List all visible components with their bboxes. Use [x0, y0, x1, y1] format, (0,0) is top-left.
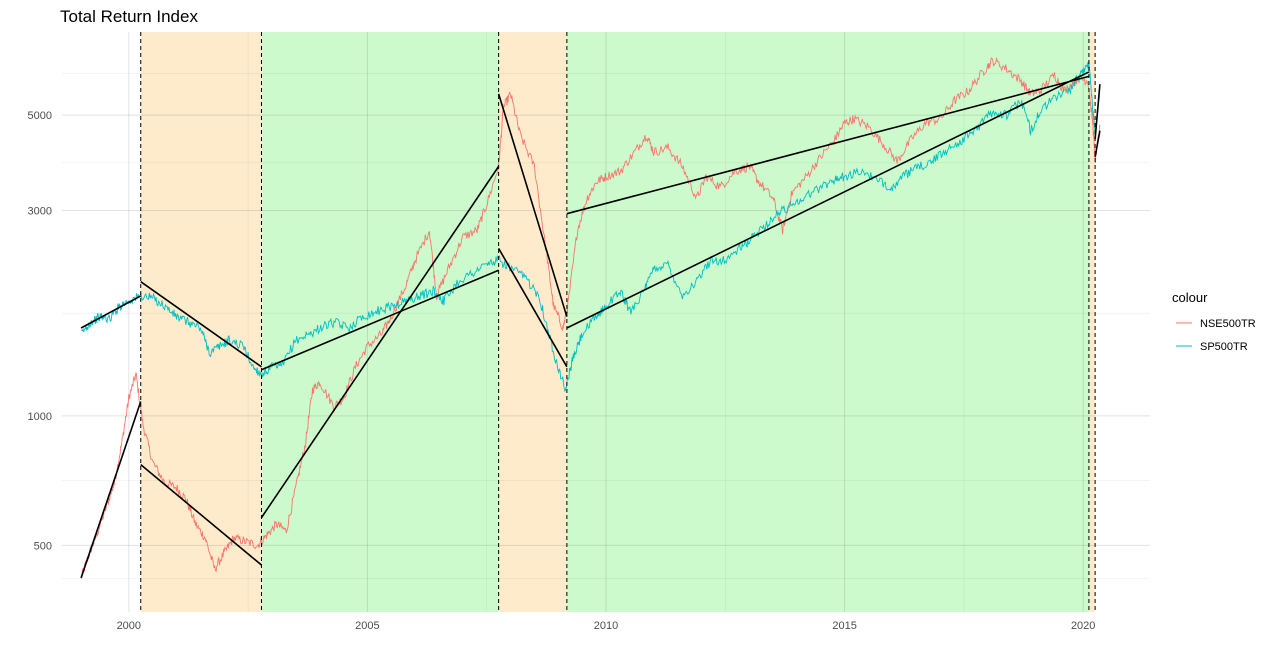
- y-tick-label: 3000: [28, 206, 52, 218]
- trend-line-nse500tr: [260, 165, 500, 519]
- grid: [62, 32, 1150, 612]
- x-tick-label: 2020: [1071, 620, 1095, 632]
- x-tick-label: 2010: [594, 620, 618, 632]
- y-tick-label: 1000: [28, 411, 52, 423]
- trend-line-sp500tr: [497, 247, 568, 368]
- trend-line-sp500tr: [140, 281, 262, 368]
- trend-lines: [80, 71, 1101, 579]
- trend-line-sp500tr: [566, 71, 1090, 329]
- trend-line-sp500tr: [261, 269, 499, 371]
- x-axis: 2000 2005 2010 2015 2020: [117, 620, 1096, 632]
- legend-title: colour: [1172, 290, 1208, 305]
- trend-line-nse500tr: [140, 464, 262, 566]
- series-lines: [80, 56, 1101, 579]
- regime-bear-band: [140, 32, 262, 612]
- trend-line-nse500tr: [80, 401, 142, 579]
- series-sp500tr-line: [80, 60, 1101, 392]
- trend-line-sp500tr: [1094, 84, 1101, 140]
- breakpoint-lines: [140, 32, 1096, 612]
- legend: colour NSE500TR SP500TR: [1172, 290, 1256, 353]
- legend-label-sp500tr: SP500TR: [1200, 341, 1248, 353]
- regime-shading: [140, 32, 1096, 612]
- trend-line-nse500tr: [1094, 130, 1101, 157]
- y-tick-label: 5000: [28, 110, 52, 122]
- regime-bear-band: [498, 32, 567, 612]
- y-axis: 500 1000 3000 5000: [28, 110, 52, 552]
- regime-bear-band: [1088, 32, 1096, 612]
- regime-bull-band: [566, 32, 1089, 612]
- legend-label-nse500tr: NSE500TR: [1200, 318, 1256, 330]
- chart-title: Total Return Index: [60, 7, 198, 26]
- trend-line-sp500tr: [80, 295, 142, 329]
- x-tick-label: 2015: [832, 620, 856, 632]
- x-tick-label: 2005: [355, 620, 379, 632]
- y-tick-label: 500: [34, 540, 52, 552]
- trend-line-nse500tr: [497, 93, 568, 317]
- regime-bull-band: [261, 32, 499, 612]
- series-nse500tr-line: [80, 56, 1101, 579]
- trend-line-nse500tr: [566, 75, 1090, 215]
- x-tick-label: 2000: [117, 620, 141, 632]
